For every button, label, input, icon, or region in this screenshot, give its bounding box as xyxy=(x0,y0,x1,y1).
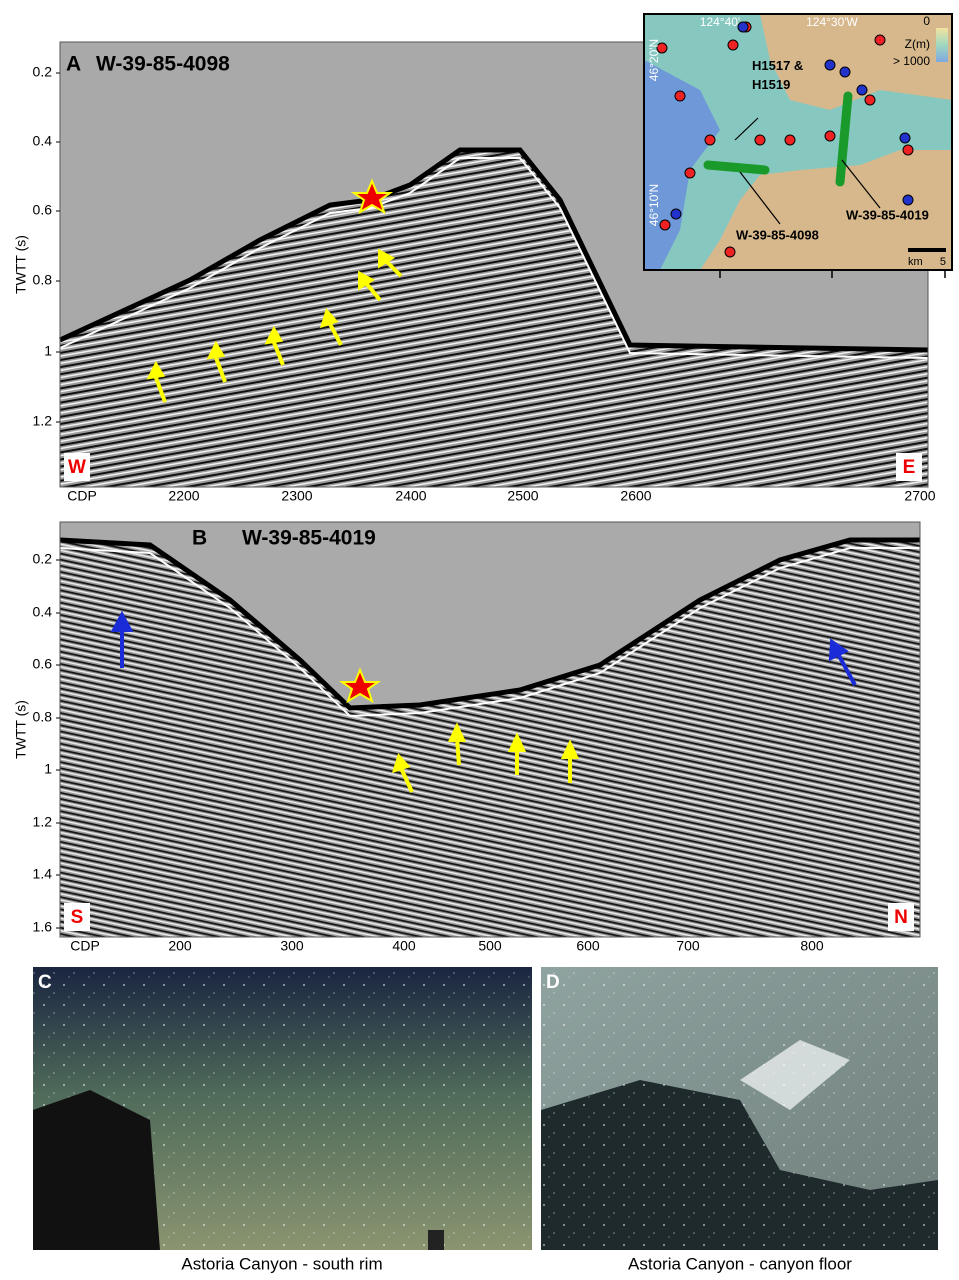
y-tick-label: 0.4 xyxy=(33,133,53,149)
scale-unit: km xyxy=(908,256,923,268)
y-tick-label: 0.4 xyxy=(33,604,53,620)
y-tick-label: 1.4 xyxy=(33,866,53,882)
lon-label: 124°30'W xyxy=(806,15,858,29)
x-tick-label: 2300 xyxy=(281,488,312,504)
y-tick-label: 0.8 xyxy=(33,272,53,288)
direction-label: W xyxy=(68,457,86,478)
panel-letter: C xyxy=(38,972,52,993)
lon-label: 124°40' xyxy=(700,15,740,29)
photo-texture xyxy=(541,967,938,1250)
y-tick-label: 0.8 xyxy=(33,709,53,725)
figure: A W-39-85-4098 TWTT (s) 0.2 0.4 0.6 0.8 1 1.2 CDP… xyxy=(0,0,959,1275)
panel-title: W-39-85-4019 xyxy=(242,527,376,550)
x-tick-label: 500 xyxy=(478,938,502,954)
y-tick-label: 0.2 xyxy=(33,64,53,80)
colorbar-top: 0 xyxy=(923,14,930,28)
lat-label: 46°20'N xyxy=(647,39,661,81)
x-tick-label: 2200 xyxy=(168,488,199,504)
panel-letter: B xyxy=(192,527,207,550)
caption: Astoria Canyon - south rim xyxy=(181,1254,382,1273)
direction-label: S xyxy=(71,907,84,928)
x-axis-label: CDP xyxy=(70,938,100,954)
y-axis-label: TWTT (s) xyxy=(13,700,29,759)
photo-c xyxy=(33,967,532,1250)
y-tick-label: 1 xyxy=(44,343,52,359)
x-tick-label: 700 xyxy=(676,938,700,954)
seismic-line xyxy=(708,165,765,170)
x-tick-label: 2500 xyxy=(507,488,538,504)
lat-label: 46°10'N xyxy=(647,184,661,226)
x-tick-label: 400 xyxy=(392,938,416,954)
panel-letter: D xyxy=(546,972,560,993)
y-tick-label: 1.2 xyxy=(33,814,53,830)
y-tick-label: 0.2 xyxy=(33,551,53,567)
x-tick-label: 2700 xyxy=(904,488,935,504)
x-tick-label: 300 xyxy=(280,938,304,954)
photo-d xyxy=(541,967,938,1250)
y-axis-label: TWTT (s) xyxy=(13,235,29,294)
y-tick-label: 1 xyxy=(44,761,52,777)
depth-colorbar xyxy=(936,28,948,62)
y-tick-label: 1.2 xyxy=(33,413,53,429)
scale-length: 5 xyxy=(940,256,946,268)
panel-letter: A xyxy=(66,53,81,76)
y-tick-label: 0.6 xyxy=(33,202,53,218)
direction-label: E xyxy=(903,457,916,478)
line-label: W-39-85-4098 xyxy=(736,227,819,242)
page: { "panel_a": {"letter": "A", "title": "W… xyxy=(0,0,959,1275)
x-tick-label: 600 xyxy=(576,938,600,954)
panel-b xyxy=(60,522,920,937)
x-tick-label: 2400 xyxy=(395,488,426,504)
x-tick-label: 200 xyxy=(168,938,192,954)
colorbar-title: Z(m) xyxy=(905,37,930,51)
line-label: W-39-85-4019 xyxy=(846,207,929,222)
x-tick-label: 2600 xyxy=(620,488,651,504)
rov-equipment xyxy=(428,1230,444,1250)
y-tick-label: 1.6 xyxy=(33,919,53,935)
scale-bar xyxy=(908,248,946,252)
caption: Astoria Canyon - canyon floor xyxy=(628,1254,852,1273)
x-tick-label: 800 xyxy=(800,938,824,954)
x-axis-label: CDP xyxy=(67,488,97,504)
y-tick-label: 0.6 xyxy=(33,656,53,672)
colorbar-bottom: > 1000 xyxy=(893,54,930,68)
direction-label: N xyxy=(894,907,908,928)
panel-title: W-39-85-4098 xyxy=(96,53,230,76)
